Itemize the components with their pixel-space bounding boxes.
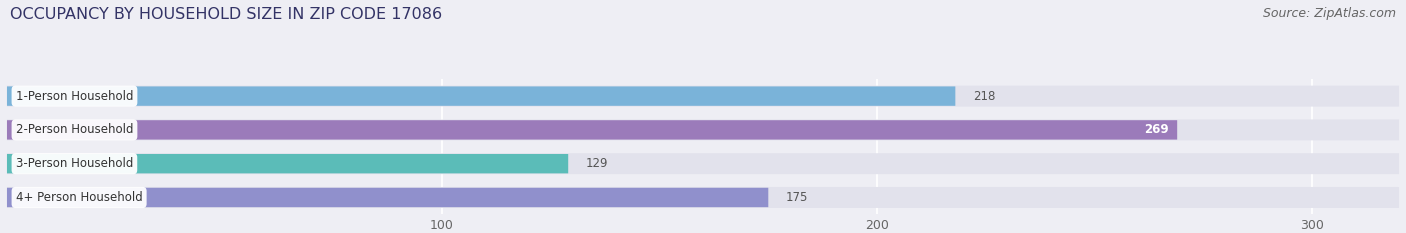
FancyBboxPatch shape — [7, 188, 768, 207]
FancyBboxPatch shape — [7, 120, 1177, 140]
FancyBboxPatch shape — [7, 120, 1399, 140]
Text: 3-Person Household: 3-Person Household — [15, 157, 134, 170]
Text: 269: 269 — [1144, 123, 1168, 136]
FancyBboxPatch shape — [7, 153, 1399, 174]
Text: 175: 175 — [786, 191, 808, 204]
Text: 218: 218 — [973, 90, 995, 103]
FancyBboxPatch shape — [7, 154, 568, 173]
Text: Source: ZipAtlas.com: Source: ZipAtlas.com — [1263, 7, 1396, 20]
Text: 1-Person Household: 1-Person Household — [15, 90, 134, 103]
FancyBboxPatch shape — [7, 86, 955, 106]
FancyBboxPatch shape — [7, 86, 1399, 106]
Text: OCCUPANCY BY HOUSEHOLD SIZE IN ZIP CODE 17086: OCCUPANCY BY HOUSEHOLD SIZE IN ZIP CODE … — [10, 7, 441, 22]
Text: 4+ Person Household: 4+ Person Household — [15, 191, 142, 204]
FancyBboxPatch shape — [7, 187, 1399, 208]
Text: 2-Person Household: 2-Person Household — [15, 123, 134, 136]
Text: 129: 129 — [585, 157, 607, 170]
